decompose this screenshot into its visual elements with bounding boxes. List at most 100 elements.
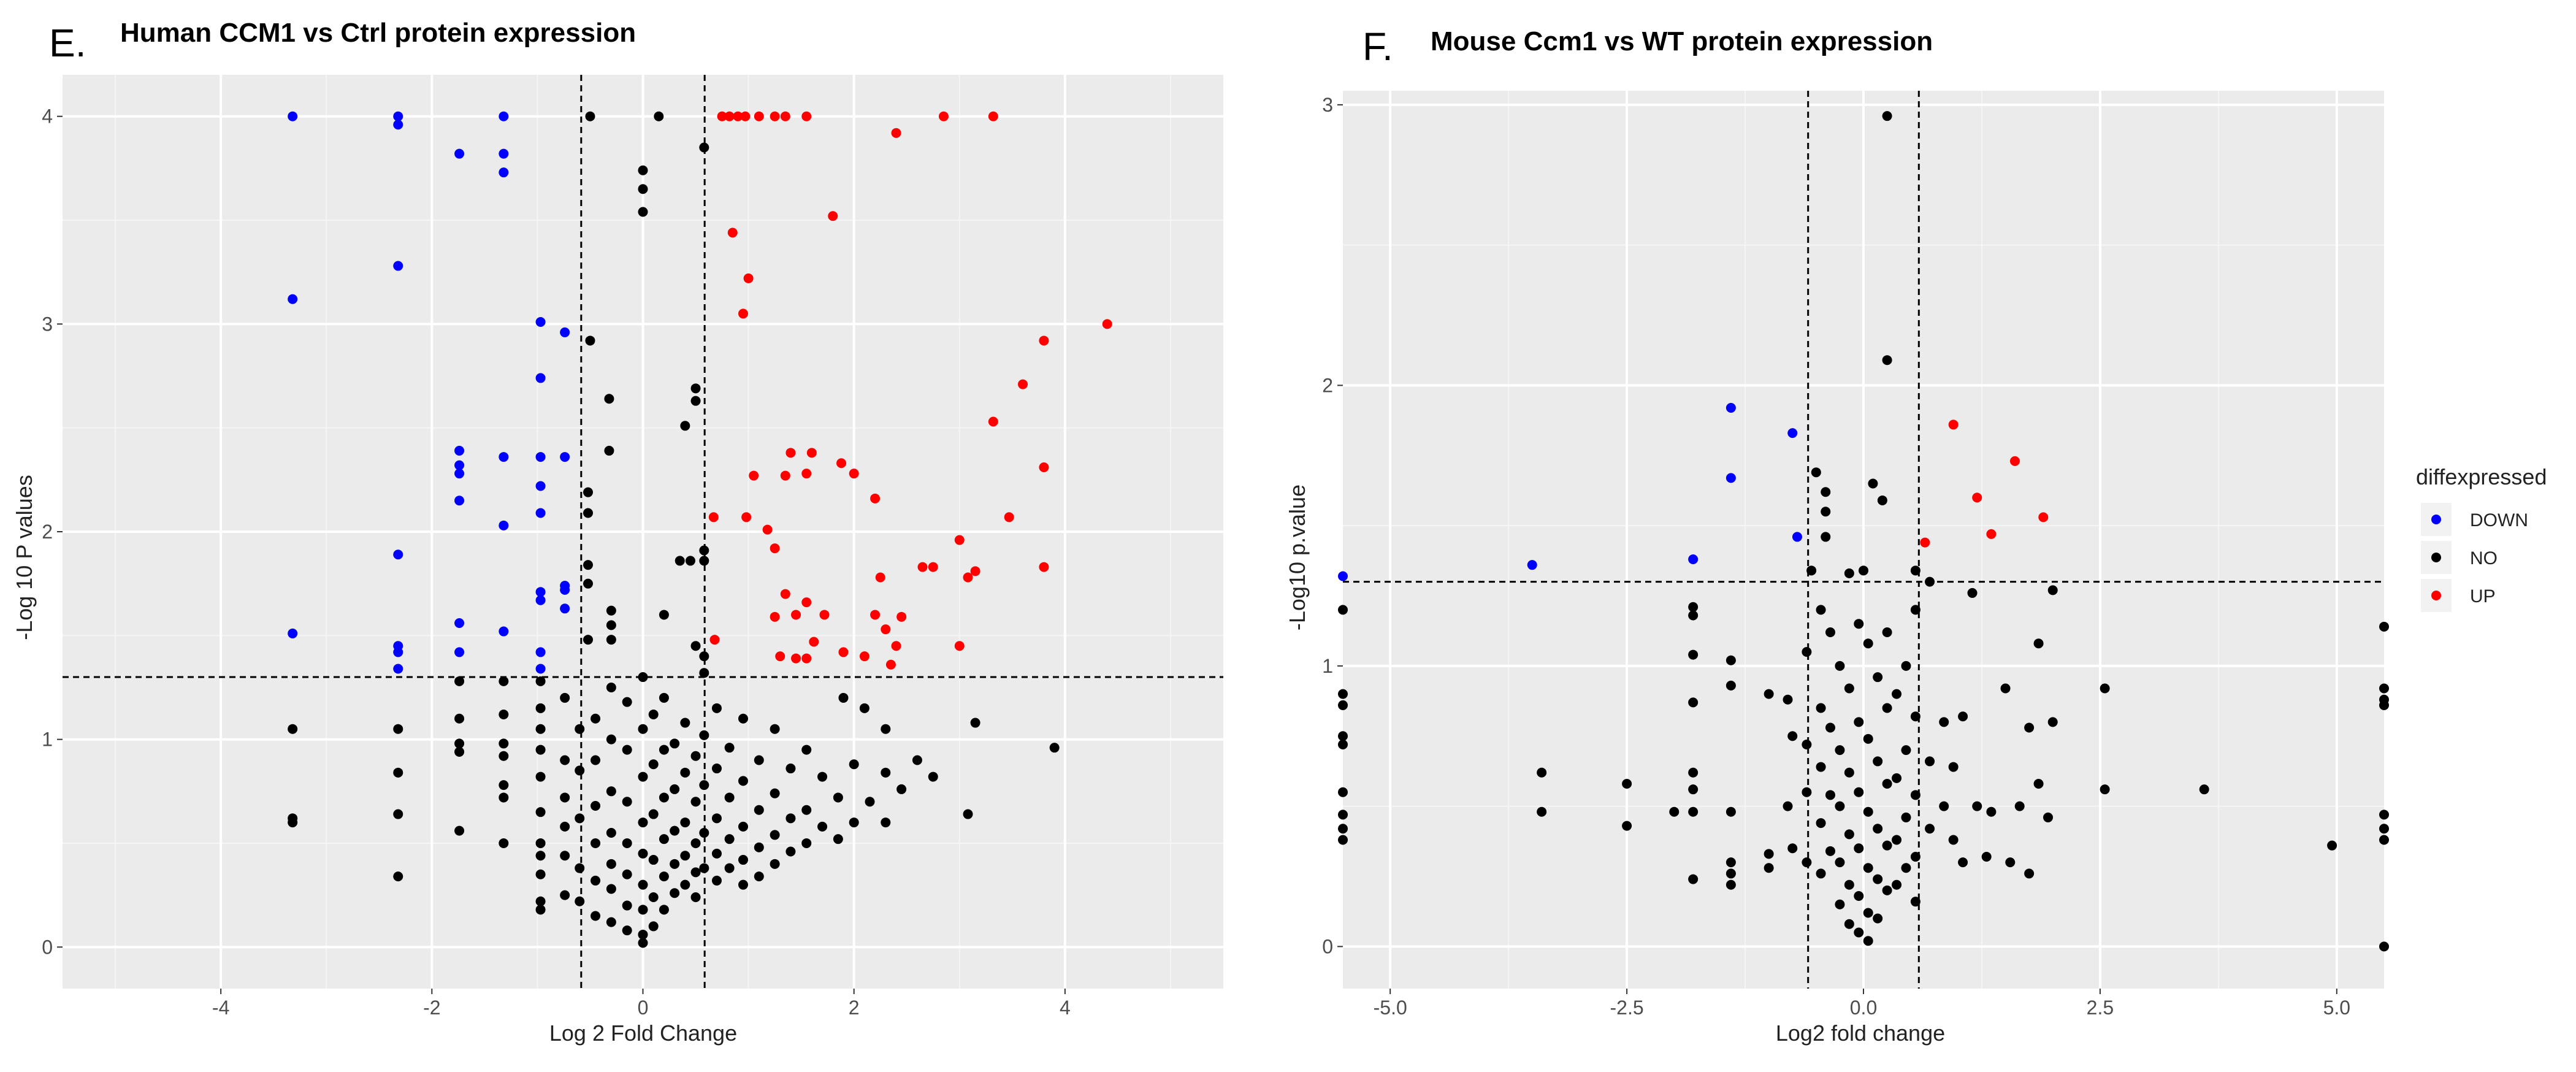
point-no (1854, 843, 1864, 854)
point-no (690, 797, 701, 807)
point-no (1835, 857, 1845, 868)
point-no (454, 825, 465, 836)
point-up (954, 641, 965, 651)
point-down (393, 261, 403, 271)
point-no (1802, 739, 1812, 749)
point-up (1986, 529, 1997, 539)
point-no (1901, 812, 1911, 822)
point-no (1783, 694, 1793, 705)
panel-e-letter: E. (49, 21, 86, 65)
point-up (801, 111, 812, 121)
point-no (1783, 801, 1793, 811)
point-no (1835, 660, 1845, 671)
point-up (762, 524, 773, 535)
point-no (638, 817, 648, 828)
point-no (1787, 731, 1798, 741)
point-no (2379, 824, 2389, 834)
point-no (499, 676, 509, 686)
point-no (1882, 355, 1892, 366)
point-no (1901, 863, 1911, 873)
point-up (954, 535, 965, 545)
point-no (1816, 868, 1826, 879)
point-no (499, 738, 509, 749)
point-no (1844, 568, 1854, 578)
point-no (699, 556, 709, 566)
point-no (1882, 111, 1892, 121)
point-no (1816, 605, 1826, 615)
point-up (791, 610, 801, 620)
point-no (738, 713, 748, 724)
point-no (1688, 784, 1699, 795)
point-no (560, 890, 570, 900)
point-no (1863, 863, 1873, 873)
point-no (393, 809, 403, 819)
y-tick-label: 0 (1322, 935, 1333, 957)
point-up (780, 111, 790, 121)
point-no (1882, 840, 1892, 851)
point-no (1882, 885, 1892, 895)
point-up (938, 111, 949, 121)
point-no (2379, 683, 2389, 694)
point-no (754, 842, 764, 852)
point-no (1688, 697, 1699, 708)
point-no (1622, 779, 1632, 789)
point-no (675, 556, 685, 566)
point-no (1844, 767, 1854, 778)
point-up (970, 566, 980, 576)
point-down (535, 481, 546, 491)
series-no (288, 111, 1060, 948)
y-tick-label: 4 (42, 105, 53, 128)
x-tick-label: 2 (849, 997, 860, 1019)
point-no (1967, 588, 1978, 598)
point-no (659, 792, 669, 803)
point-no (585, 335, 595, 346)
x-tick-label: -2 (423, 997, 440, 1019)
point-no (622, 838, 632, 848)
point-no (690, 892, 701, 902)
point-up (801, 469, 812, 479)
point-down (1787, 428, 1798, 438)
point-down (454, 618, 465, 628)
point-up (917, 562, 928, 572)
point-no (1986, 806, 1997, 817)
point-no (817, 821, 828, 832)
point-up (806, 448, 817, 458)
point-up (801, 597, 812, 608)
point-no (1873, 913, 1883, 924)
y-tick-label: 3 (42, 313, 53, 335)
point-no (833, 834, 843, 844)
point-no (499, 710, 509, 719)
point-no (590, 875, 601, 886)
panel-f-ylabel: -Log10 p.value (1285, 484, 1310, 630)
point-no (583, 508, 594, 518)
point-no (659, 610, 669, 620)
point-down (560, 327, 570, 337)
point-down (560, 603, 570, 614)
point-no (648, 855, 659, 865)
point-up (896, 611, 907, 622)
point-no (670, 738, 680, 749)
point-no (2033, 638, 2044, 649)
point-no (535, 745, 546, 755)
y-tick-label: 2 (42, 521, 53, 543)
point-down (393, 664, 403, 674)
point-no (2047, 585, 2058, 595)
legend: diffexpressed DOWN NO UP (2416, 464, 2547, 612)
point-no (670, 784, 680, 794)
point-no (590, 911, 601, 921)
point-no (288, 724, 298, 734)
point-no (724, 743, 735, 753)
point-up (881, 624, 891, 635)
point-no (499, 751, 509, 761)
point-no (535, 851, 546, 861)
point-no (2024, 868, 2035, 879)
point-no (638, 771, 648, 782)
point-no (1958, 857, 1968, 868)
point-no (680, 879, 690, 890)
point-no (680, 767, 690, 778)
point-no (622, 925, 632, 936)
point-no (2033, 779, 2044, 789)
point-no (1863, 936, 1873, 946)
point-no (659, 871, 669, 882)
